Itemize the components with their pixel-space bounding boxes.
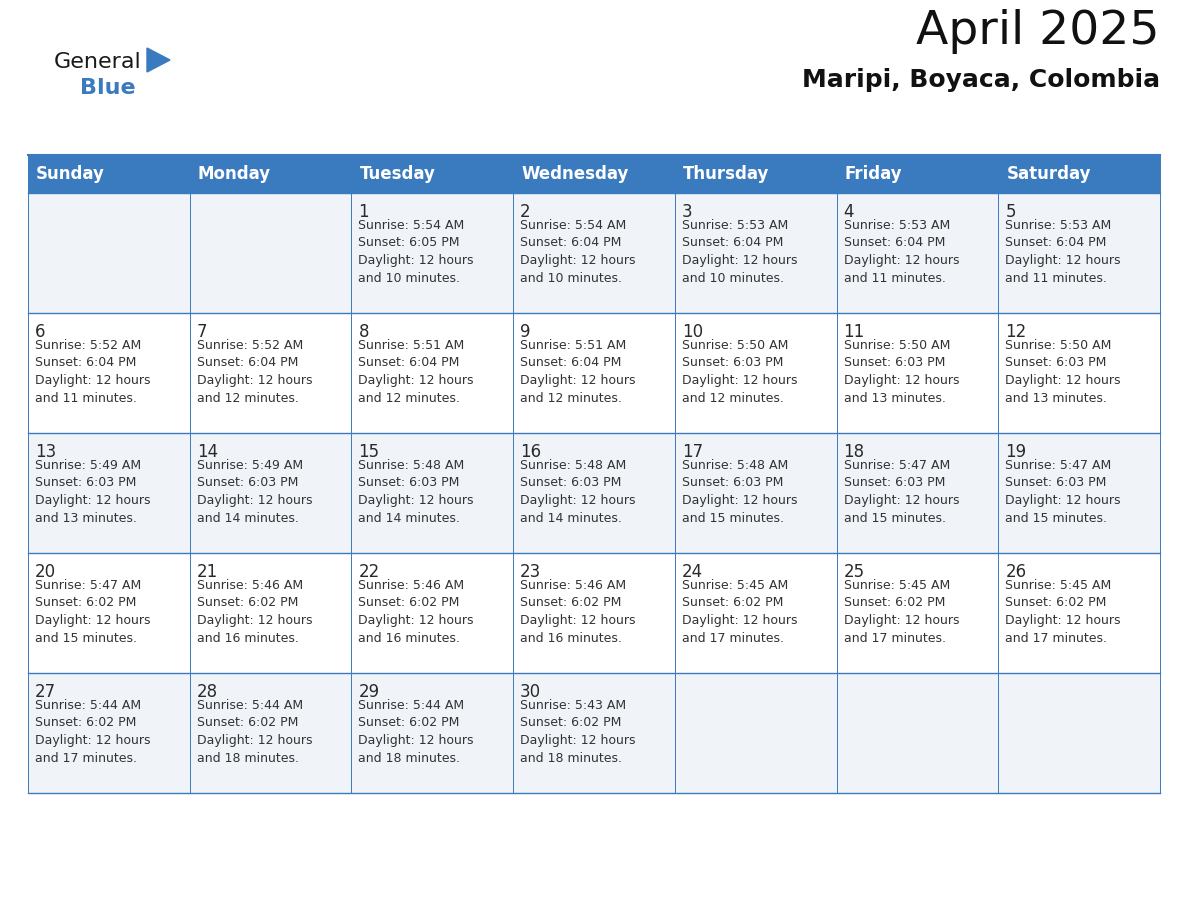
Text: 26: 26 bbox=[1005, 563, 1026, 581]
Bar bbox=[29, 313, 1159, 433]
Text: Sunrise: 5:45 AM
Sunset: 6:02 PM
Daylight: 12 hours
and 17 minutes.: Sunrise: 5:45 AM Sunset: 6:02 PM Dayligh… bbox=[1005, 579, 1120, 644]
Text: 14: 14 bbox=[197, 443, 217, 461]
Bar bbox=[29, 193, 1159, 313]
Text: 1: 1 bbox=[359, 203, 369, 221]
Text: General: General bbox=[53, 52, 141, 72]
Text: 7: 7 bbox=[197, 323, 207, 341]
Text: 3: 3 bbox=[682, 203, 693, 221]
Text: Sunrise: 5:44 AM
Sunset: 6:02 PM
Daylight: 12 hours
and 17 minutes.: Sunrise: 5:44 AM Sunset: 6:02 PM Dayligh… bbox=[34, 699, 151, 765]
Polygon shape bbox=[147, 48, 170, 72]
Text: 20: 20 bbox=[34, 563, 56, 581]
Text: Sunrise: 5:44 AM
Sunset: 6:02 PM
Daylight: 12 hours
and 18 minutes.: Sunrise: 5:44 AM Sunset: 6:02 PM Dayligh… bbox=[359, 699, 474, 765]
Text: 8: 8 bbox=[359, 323, 369, 341]
Text: Sunrise: 5:50 AM
Sunset: 6:03 PM
Daylight: 12 hours
and 12 minutes.: Sunrise: 5:50 AM Sunset: 6:03 PM Dayligh… bbox=[682, 339, 797, 405]
Text: 2: 2 bbox=[520, 203, 531, 221]
Text: Thursday: Thursday bbox=[683, 165, 770, 183]
Text: Maripi, Boyaca, Colombia: Maripi, Boyaca, Colombia bbox=[802, 68, 1159, 92]
Text: 28: 28 bbox=[197, 683, 217, 701]
Text: 30: 30 bbox=[520, 683, 542, 701]
Text: Saturday: Saturday bbox=[1006, 165, 1091, 183]
Text: Sunrise: 5:51 AM
Sunset: 6:04 PM
Daylight: 12 hours
and 12 minutes.: Sunrise: 5:51 AM Sunset: 6:04 PM Dayligh… bbox=[359, 339, 474, 405]
Text: 21: 21 bbox=[197, 563, 217, 581]
Text: Sunrise: 5:46 AM
Sunset: 6:02 PM
Daylight: 12 hours
and 16 minutes.: Sunrise: 5:46 AM Sunset: 6:02 PM Dayligh… bbox=[197, 579, 312, 644]
Text: 19: 19 bbox=[1005, 443, 1026, 461]
Text: Sunrise: 5:49 AM
Sunset: 6:03 PM
Daylight: 12 hours
and 14 minutes.: Sunrise: 5:49 AM Sunset: 6:03 PM Dayligh… bbox=[197, 459, 312, 524]
Text: Sunrise: 5:53 AM
Sunset: 6:04 PM
Daylight: 12 hours
and 11 minutes.: Sunrise: 5:53 AM Sunset: 6:04 PM Dayligh… bbox=[1005, 219, 1120, 285]
Text: Sunrise: 5:53 AM
Sunset: 6:04 PM
Daylight: 12 hours
and 11 minutes.: Sunrise: 5:53 AM Sunset: 6:04 PM Dayligh… bbox=[843, 219, 959, 285]
Text: Sunrise: 5:52 AM
Sunset: 6:04 PM
Daylight: 12 hours
and 11 minutes.: Sunrise: 5:52 AM Sunset: 6:04 PM Dayligh… bbox=[34, 339, 151, 405]
Bar bbox=[29, 673, 1159, 793]
Text: Sunrise: 5:48 AM
Sunset: 6:03 PM
Daylight: 12 hours
and 14 minutes.: Sunrise: 5:48 AM Sunset: 6:03 PM Dayligh… bbox=[520, 459, 636, 524]
Text: Sunrise: 5:51 AM
Sunset: 6:04 PM
Daylight: 12 hours
and 12 minutes.: Sunrise: 5:51 AM Sunset: 6:04 PM Dayligh… bbox=[520, 339, 636, 405]
Text: 11: 11 bbox=[843, 323, 865, 341]
Text: Friday: Friday bbox=[845, 165, 902, 183]
Text: Sunrise: 5:43 AM
Sunset: 6:02 PM
Daylight: 12 hours
and 18 minutes.: Sunrise: 5:43 AM Sunset: 6:02 PM Dayligh… bbox=[520, 699, 636, 765]
Text: 16: 16 bbox=[520, 443, 542, 461]
Text: Monday: Monday bbox=[197, 165, 271, 183]
Text: 4: 4 bbox=[843, 203, 854, 221]
Text: Sunrise: 5:47 AM
Sunset: 6:02 PM
Daylight: 12 hours
and 15 minutes.: Sunrise: 5:47 AM Sunset: 6:02 PM Dayligh… bbox=[34, 579, 151, 644]
Text: Sunrise: 5:44 AM
Sunset: 6:02 PM
Daylight: 12 hours
and 18 minutes.: Sunrise: 5:44 AM Sunset: 6:02 PM Dayligh… bbox=[197, 699, 312, 765]
Text: Sunrise: 5:54 AM
Sunset: 6:04 PM
Daylight: 12 hours
and 10 minutes.: Sunrise: 5:54 AM Sunset: 6:04 PM Dayligh… bbox=[520, 219, 636, 285]
Text: Sunrise: 5:46 AM
Sunset: 6:02 PM
Daylight: 12 hours
and 16 minutes.: Sunrise: 5:46 AM Sunset: 6:02 PM Dayligh… bbox=[359, 579, 474, 644]
Bar bbox=[29, 433, 1159, 553]
Text: Sunrise: 5:50 AM
Sunset: 6:03 PM
Daylight: 12 hours
and 13 minutes.: Sunrise: 5:50 AM Sunset: 6:03 PM Dayligh… bbox=[843, 339, 959, 405]
Text: Sunrise: 5:53 AM
Sunset: 6:04 PM
Daylight: 12 hours
and 10 minutes.: Sunrise: 5:53 AM Sunset: 6:04 PM Dayligh… bbox=[682, 219, 797, 285]
Text: Sunrise: 5:48 AM
Sunset: 6:03 PM
Daylight: 12 hours
and 15 minutes.: Sunrise: 5:48 AM Sunset: 6:03 PM Dayligh… bbox=[682, 459, 797, 524]
Text: Sunrise: 5:50 AM
Sunset: 6:03 PM
Daylight: 12 hours
and 13 minutes.: Sunrise: 5:50 AM Sunset: 6:03 PM Dayligh… bbox=[1005, 339, 1120, 405]
Text: Sunrise: 5:46 AM
Sunset: 6:02 PM
Daylight: 12 hours
and 16 minutes.: Sunrise: 5:46 AM Sunset: 6:02 PM Dayligh… bbox=[520, 579, 636, 644]
Text: Sunrise: 5:45 AM
Sunset: 6:02 PM
Daylight: 12 hours
and 17 minutes.: Sunrise: 5:45 AM Sunset: 6:02 PM Dayligh… bbox=[843, 579, 959, 644]
Bar bbox=[29, 155, 1159, 193]
Text: 10: 10 bbox=[682, 323, 703, 341]
Text: Sunrise: 5:47 AM
Sunset: 6:03 PM
Daylight: 12 hours
and 15 minutes.: Sunrise: 5:47 AM Sunset: 6:03 PM Dayligh… bbox=[1005, 459, 1120, 524]
Text: Sunrise: 5:54 AM
Sunset: 6:05 PM
Daylight: 12 hours
and 10 minutes.: Sunrise: 5:54 AM Sunset: 6:05 PM Dayligh… bbox=[359, 219, 474, 285]
Text: 18: 18 bbox=[843, 443, 865, 461]
Text: 22: 22 bbox=[359, 563, 380, 581]
Text: Sunday: Sunday bbox=[36, 165, 105, 183]
Text: Sunrise: 5:48 AM
Sunset: 6:03 PM
Daylight: 12 hours
and 14 minutes.: Sunrise: 5:48 AM Sunset: 6:03 PM Dayligh… bbox=[359, 459, 474, 524]
Text: 15: 15 bbox=[359, 443, 379, 461]
Text: Sunrise: 5:45 AM
Sunset: 6:02 PM
Daylight: 12 hours
and 17 minutes.: Sunrise: 5:45 AM Sunset: 6:02 PM Dayligh… bbox=[682, 579, 797, 644]
Text: 13: 13 bbox=[34, 443, 56, 461]
Text: 27: 27 bbox=[34, 683, 56, 701]
Text: Sunrise: 5:47 AM
Sunset: 6:03 PM
Daylight: 12 hours
and 15 minutes.: Sunrise: 5:47 AM Sunset: 6:03 PM Dayligh… bbox=[843, 459, 959, 524]
Text: 25: 25 bbox=[843, 563, 865, 581]
Text: 24: 24 bbox=[682, 563, 703, 581]
Text: Sunrise: 5:52 AM
Sunset: 6:04 PM
Daylight: 12 hours
and 12 minutes.: Sunrise: 5:52 AM Sunset: 6:04 PM Dayligh… bbox=[197, 339, 312, 405]
Text: 5: 5 bbox=[1005, 203, 1016, 221]
Text: Sunrise: 5:49 AM
Sunset: 6:03 PM
Daylight: 12 hours
and 13 minutes.: Sunrise: 5:49 AM Sunset: 6:03 PM Dayligh… bbox=[34, 459, 151, 524]
Text: 12: 12 bbox=[1005, 323, 1026, 341]
Text: 6: 6 bbox=[34, 323, 45, 341]
Text: 17: 17 bbox=[682, 443, 703, 461]
Text: 29: 29 bbox=[359, 683, 379, 701]
Text: April 2025: April 2025 bbox=[916, 9, 1159, 54]
Text: Blue: Blue bbox=[80, 78, 135, 98]
Text: 9: 9 bbox=[520, 323, 531, 341]
Text: 23: 23 bbox=[520, 563, 542, 581]
Text: Wednesday: Wednesday bbox=[522, 165, 628, 183]
Bar bbox=[29, 553, 1159, 673]
Text: Tuesday: Tuesday bbox=[360, 165, 435, 183]
